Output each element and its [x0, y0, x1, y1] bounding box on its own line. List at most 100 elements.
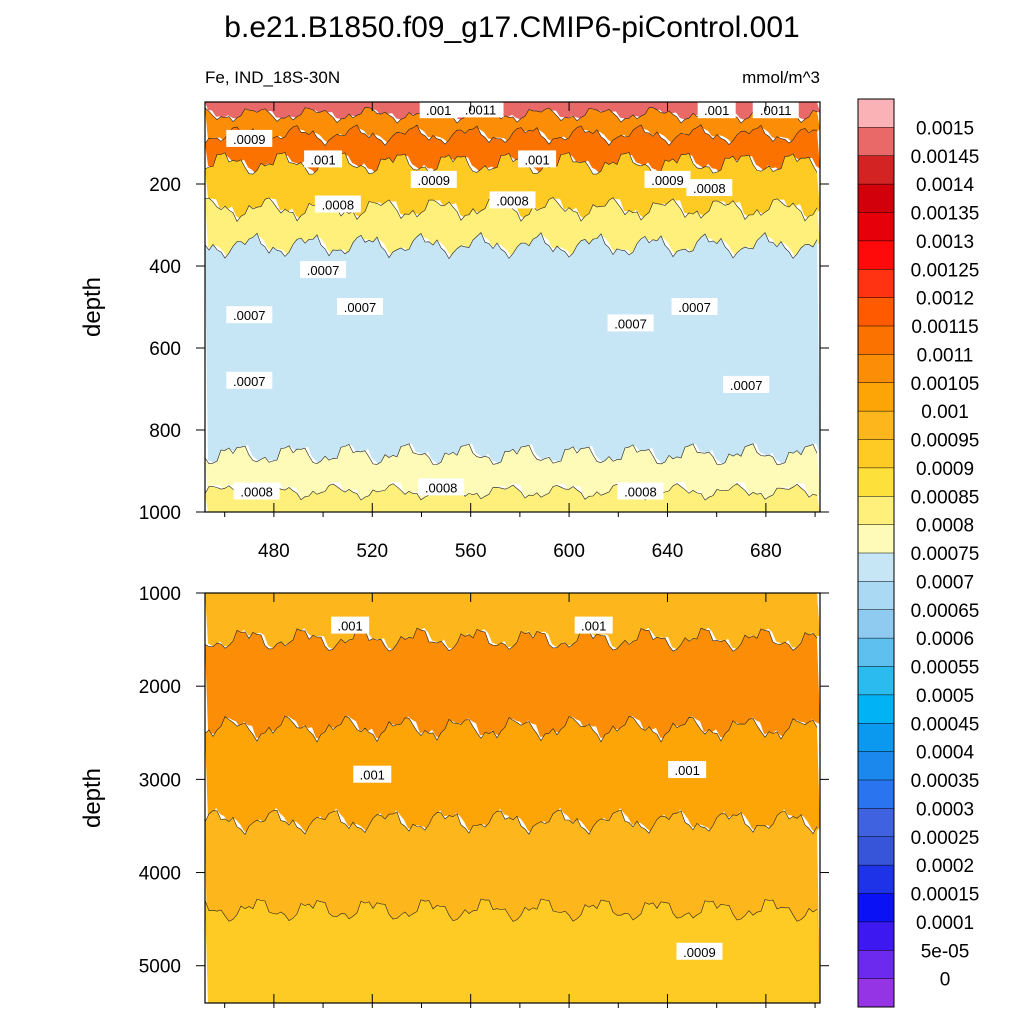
upper-contour-line: [205, 152, 818, 175]
contour-label-text: .001: [360, 768, 385, 783]
colorbar-level-label: 0.00145: [911, 147, 980, 168]
upper-y-tick-label: 600: [149, 339, 181, 360]
colorbar-swatch: [858, 212, 894, 242]
colorbar-swatch: [858, 184, 894, 213]
contour-label-box: [314, 195, 361, 213]
colorbar-level-label: 0.0004: [916, 743, 975, 764]
contour-label-text: .0009: [651, 173, 684, 188]
contour-label-box: [686, 179, 733, 197]
colorbar-swatch: [858, 865, 894, 894]
colorbar-level-label: 0.0001: [916, 913, 974, 934]
lower-panel: .001 .001 .001 .001 .0009 1000 2000 3000 4000 50…: [79, 584, 829, 1008]
contour-label-text: .0007: [344, 300, 377, 315]
colorbar-level-label: 0.0002: [916, 856, 974, 877]
colorbar-level-label: 0.0011: [917, 345, 974, 366]
contour-label-box: [331, 616, 370, 634]
upper-contour-label: .001: [419, 101, 458, 119]
colorbar-level-label: 0.0008: [916, 516, 974, 537]
colorbar-swatch: [858, 467, 894, 497]
colorbar-level-label: 0.00025: [911, 828, 980, 849]
lower-y-tick-label: 3000: [139, 770, 181, 791]
upper-contour-label: .0008: [617, 482, 664, 500]
upper-contour-line: [205, 231, 818, 260]
colorbar-swatch: [858, 354, 894, 384]
contour-label-text: .001: [581, 619, 606, 634]
contour-label-box: [671, 298, 718, 315]
upper-contour-band: [205, 232, 820, 469]
upper-y-tick-label: 400: [149, 257, 181, 278]
upper-x-tick-label: 600: [553, 541, 585, 562]
contour-label-box: [226, 371, 273, 389]
upper-contour-label: .0007: [300, 261, 347, 279]
upper-contour-label: .0007: [671, 298, 718, 315]
contour-label-box: [300, 261, 347, 279]
contour-label-box: [418, 478, 465, 496]
upper-x-tick-label: 480: [258, 541, 290, 562]
contour-label-text: .0009: [683, 945, 716, 960]
contour-label-box: [419, 101, 458, 119]
contour-label-box: [226, 129, 273, 147]
colorbar-swatch: [858, 978, 894, 1008]
upper-contour-band: [205, 483, 820, 512]
contour-label-box: [668, 761, 707, 779]
colorbar-swatch: [858, 297, 894, 327]
colorbar-level-label: 0: [940, 970, 951, 991]
colorbar-level-label: 0.0009: [916, 459, 974, 480]
colorbar-swatch: [858, 99, 894, 128]
colorbar-level-label: 0.00035: [911, 771, 980, 792]
contour-label-box: [489, 191, 536, 209]
upper-panel: .0009 .001 .0011 .001 .001 .0009 .0009 .001 .001…: [79, 100, 829, 562]
colorbar-swatch: [858, 638, 894, 667]
upper-y-axis-label: depth: [79, 277, 106, 337]
lower-contour-line: [205, 715, 818, 743]
contour-label-text: .001: [675, 763, 700, 778]
colorbar-level-label: 0.0013: [916, 232, 974, 253]
upper-contour-band: [205, 197, 820, 258]
contour-label-text: .0008: [425, 480, 458, 495]
colorbar-level-label: 0.00115: [911, 317, 978, 338]
upper-contour-label: .0008: [686, 179, 733, 197]
lower-contour-label: .001: [353, 765, 392, 783]
colorbar-swatch: [858, 666, 894, 696]
lower-y-tick-label: 1000: [139, 584, 181, 605]
upper-contour-label: .0007: [723, 375, 770, 393]
colorbar-swatch: [858, 240, 894, 270]
upper-contour-label: .0007: [226, 371, 273, 389]
colorbar-swatch: [858, 553, 894, 582]
colorbar-level-label: 0.00055: [911, 658, 980, 679]
upper-contour-label: .001: [518, 150, 557, 168]
colorbar-swatch: [858, 411, 894, 440]
colorbar-level-label: 0.00125: [911, 260, 980, 281]
colorbar-swatch: [858, 950, 894, 980]
contour-label-text: .0009: [418, 173, 451, 188]
upper-contour-band: [205, 443, 820, 503]
colorbar-swatch: [858, 751, 894, 781]
upper-x-tick-label: 560: [455, 541, 487, 562]
contour-label-text: .001: [426, 103, 451, 118]
lower-y-tick-label: 2000: [139, 677, 181, 698]
contour-label-box: [723, 375, 770, 393]
contour-label-box: [336, 298, 383, 315]
colorbar-level-label: 0.00085: [911, 487, 980, 508]
contour-label-box: [644, 170, 691, 188]
contour-label-box: [617, 482, 664, 500]
contour-label-text: .0008: [322, 198, 355, 213]
upper-contour-label: .0008: [233, 482, 280, 500]
lower-y-axis-label: depth: [79, 768, 106, 828]
colorbar-level-label: 0.0015: [916, 118, 974, 139]
contour-label-text: .0007: [233, 374, 266, 389]
colorbar-swatch: [858, 326, 894, 355]
lower-contour-label: .001: [574, 616, 613, 634]
lower-contour-label: .001: [668, 761, 707, 779]
colorbar-swatch: [858, 155, 894, 185]
colorbar-swatch: [858, 382, 894, 412]
contour-label-box: [676, 942, 723, 960]
colorbar-swatch: [858, 524, 894, 554]
lower-contour-line: [205, 898, 818, 922]
colorbar-swatch: [858, 723, 894, 753]
colorbar-swatch: [858, 496, 894, 526]
colorbar-swatch: [858, 694, 894, 724]
upper-x-tick-label: 520: [356, 541, 388, 562]
upper-contour-label: .001: [304, 150, 343, 168]
